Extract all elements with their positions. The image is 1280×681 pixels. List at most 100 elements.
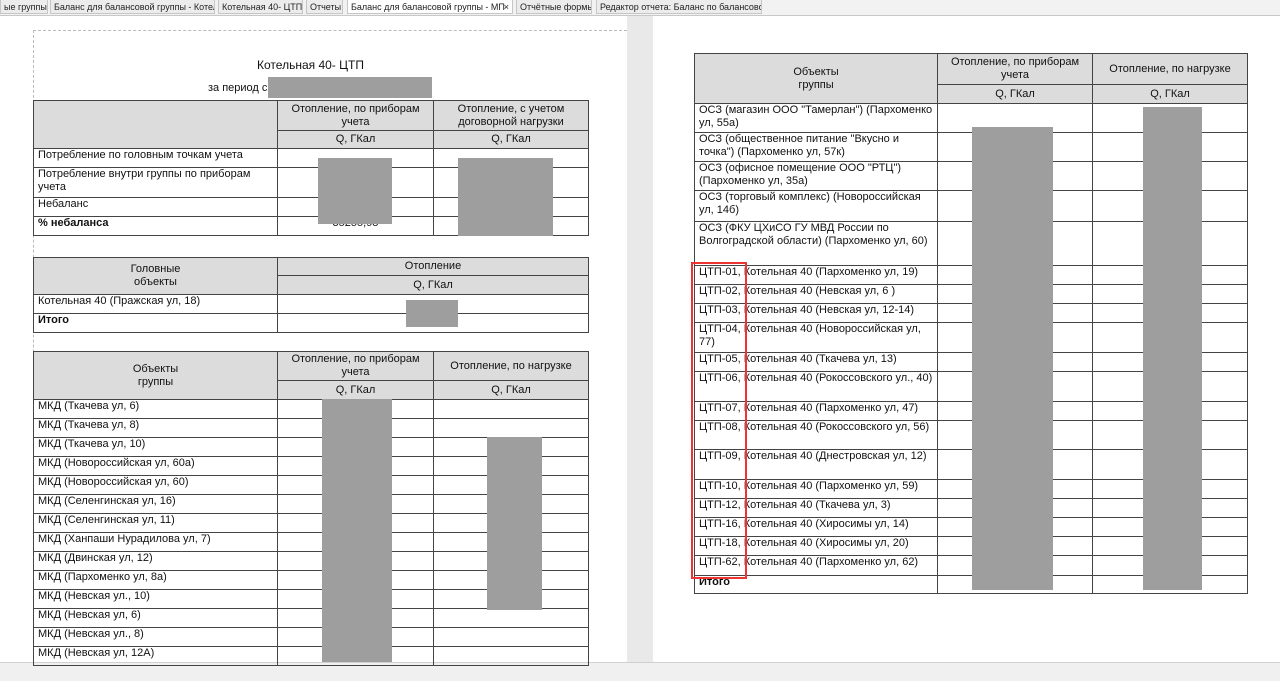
tab[interactable]: Баланс для балансовой группы - МП × [347,0,513,14]
data-row: МКД (Ткачева ул, 6) [33,399,589,419]
value-cell [433,646,589,666]
row-label: ОСЗ (магазин ООО "Тамерлан") (Пархоменко… [694,103,938,133]
header-row: Объекты группы Отопление, по приборам уче… [694,53,1248,104]
tab[interactable]: ые группы [0,0,48,14]
row-label: МКД (Ткачева ул, 8) [33,418,278,438]
column-header: Отопление, по приборам учета [937,53,1093,85]
row-label: ОСЗ (ФКУ ЦХиСО ГУ МВД России по Волгогра… [694,221,938,266]
corner-header: Головные объекты [33,257,278,295]
data-row: МКД (Невская ул, 6) [33,608,589,628]
tab-label: ые группы [4,2,47,12]
unit-row: Q, ГКал [34,275,589,295]
unit-header: Q, ГКал [937,84,1093,104]
row-label: ОСЗ (торговый комплекс) (Новороссийская … [694,190,938,222]
tab-close[interactable]: × [503,2,509,12]
row-label: ОСЗ (общественное питание "Вкусно и точк… [694,132,938,162]
row-label: МКД (Ткачева ул, 10) [33,437,278,457]
row-label: МКД (Селенгинская ул, 16) [33,494,278,514]
data-row: МКД (Пархоменко ул, 8а) [33,570,589,590]
tab-label: Редактор отчета: Баланс по балансово [600,2,762,12]
redaction [972,127,1053,590]
unit-header: Q, ГКал [433,380,589,400]
header-row: Объекты группы Отопление, по приборам уче… [33,351,589,400]
unit-row: Q, ГКал Q, ГКал [695,84,1248,104]
data-row: Котельная 40 (Пражская ул, 18) [33,294,589,314]
row-label: МКД (Ханпаши Нурадилова ул, 7) [33,532,278,552]
row-label: МКД (Новороссийская ул, 60а) [33,456,278,476]
tab[interactable]: Отчётные формы [516,0,592,14]
column-header: Отопление, по нагрузке [433,351,589,381]
row-label: МКД (Новороссийская ул, 60) [33,475,278,495]
report-table: Отопление, по приборам учета Отопление, с… [33,100,589,236]
report-title: Котельная 40- ЦТП [257,58,364,72]
unit-row: Q, ГКал Q, ГКал [34,380,589,400]
unit-header: Q, ГКал [1092,84,1248,104]
column-header: Отопление, с учетом договорной нагрузки [433,100,589,131]
row-label: МКД (Невская ул, 12А) [33,646,278,666]
redaction [406,300,458,327]
redaction [322,399,392,662]
data-row: ОСЗ (ФКУ ЦХиСО ГУ МВД России по Волгогра… [694,221,1248,266]
redaction [268,77,432,98]
row-label: МКД (Невская ул, 6) [33,608,278,628]
data-row: МКД (Невская ул., 8) [33,627,589,647]
tab-label: Баланс для балансовой группы - Котел [54,2,215,12]
row-label: Котельная 40 (Пражская ул, 18) [33,294,278,314]
unit-header: Q, ГКал [277,130,434,149]
row-label: Небаланс [33,197,278,217]
column-header: Отопление, по нагрузке [1092,53,1248,85]
row-label: МКД (Селенгинская ул, 11) [33,513,278,533]
column-header: Отопление, по приборам учета [277,351,434,381]
row-label: Потребление по головным точкам учета [33,148,278,168]
tab-label: Отчётные формы [520,2,592,12]
row-label: % небаланса [33,216,278,236]
row-label: МКД (Невская ул., 8) [33,627,278,647]
redaction [458,158,553,236]
report-table: Головные объекты Отопление Q, ГКал Котельна… [33,257,589,333]
row-label: Итого [33,313,278,333]
tab[interactable]: Баланс для балансовой группы - Котел [50,0,215,14]
corner-header: Объекты группы [694,53,938,104]
row-label: Итого [694,575,938,594]
data-row: Итого [33,313,589,333]
header-row: Отопление, по приборам учета Отопление, с… [33,100,589,149]
tab-label: Котельная 40- ЦТП [222,2,303,12]
value-cell [433,627,589,647]
tab-label: Отчеты [310,2,342,12]
row-label: МКД (Пархоменко ул, 8а) [33,570,278,590]
corner-header: Объекты группы [33,351,278,400]
row-label: ЦТП-04, Котельная 40 (Новороссийская ул,… [694,322,938,353]
margin-line [33,30,627,31]
tab[interactable]: Редактор отчета: Баланс по балансово [596,0,762,14]
unit-header: Q, ГКал [433,130,589,149]
header-row: Головные объекты Отопление [33,257,589,295]
highlight-box [691,262,747,579]
value-cell [433,399,589,419]
unit-header: Q, ГКал [277,380,434,400]
status-bar [0,662,1280,681]
row-label: МКД (Двинская ул, 12) [33,551,278,571]
tab[interactable]: Котельная 40- ЦТП [218,0,303,14]
period-label: за период с [208,82,268,94]
row-label: МКД (Невская ул., 10) [33,589,278,609]
unit-header: Q, ГКал [277,275,589,295]
redaction [318,158,392,224]
row-label: ОСЗ (офисное помещение ООО "РТЦ") (Пархо… [694,161,938,191]
data-row: МКД (Ткачева ул, 8) [33,418,589,438]
margin-line [33,30,34,662]
redaction [487,437,542,610]
row-label: ЦТП-06, Котельная 40 (Рокоссовского ул.,… [694,371,938,402]
tab-bar: ые группы Баланс для балансовой группы - … [0,0,1280,16]
corner-header [33,100,278,149]
data-row: МКД (Невская ул, 12А) [33,646,589,666]
tab[interactable]: Отчеты [306,0,343,14]
value-cell [433,418,589,438]
column-header: Отопление [277,257,589,276]
redaction [1143,107,1202,590]
row-label: ЦТП-08, Котельная 40 (Рокоссовского ул, … [694,420,938,450]
row-label: Потребление внутри группы по приборам уч… [33,167,278,198]
value-cell [433,608,589,628]
tab-label: Баланс для балансовой группы - МП [351,2,505,12]
